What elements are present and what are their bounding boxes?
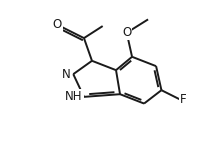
Text: NH: NH xyxy=(65,90,83,103)
Text: N: N xyxy=(62,68,71,81)
Text: O: O xyxy=(53,18,62,31)
Text: F: F xyxy=(180,93,187,106)
Text: O: O xyxy=(122,26,131,39)
